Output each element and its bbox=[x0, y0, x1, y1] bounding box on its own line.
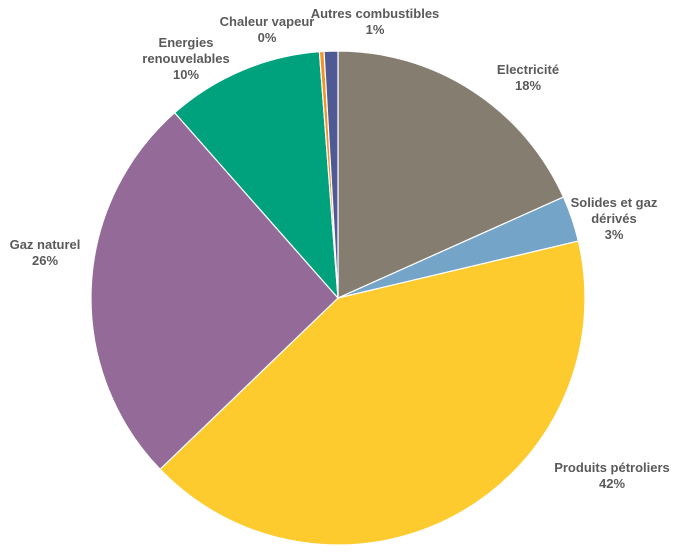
pie-label-percent: 10% bbox=[173, 67, 199, 82]
pie-label-name: Gaz naturel bbox=[10, 237, 81, 252]
pie-slice-energies-renouvelables bbox=[173, 51, 339, 300]
pie-slice-electricite bbox=[337, 50, 565, 299]
pie-label-percent: 26% bbox=[32, 253, 58, 268]
pie-slice-produits-petroliers bbox=[159, 240, 586, 546]
pie-label-solides-et-gaz-derives: Solides et gaz dérivés 3% bbox=[571, 195, 658, 242]
pie-slices bbox=[90, 50, 586, 546]
pie-label-energies-renouvelables: Energies renouvelables 10% bbox=[142, 35, 229, 82]
pie-label-percent: 42% bbox=[599, 476, 625, 491]
pie-label-name: renouvelables bbox=[142, 51, 229, 66]
pie-label-name: Chaleur vapeur bbox=[220, 14, 315, 29]
pie-label-produits-petroliers: Produits pétroliers 42% bbox=[554, 460, 670, 491]
pie-label-name: Electricité bbox=[497, 62, 559, 77]
pie-label-name: Solides et gaz bbox=[571, 195, 658, 210]
pie-label-percent: 18% bbox=[515, 78, 541, 93]
pie-label-percent: 0% bbox=[258, 30, 277, 45]
pie-label-electricite: Electricité 18% bbox=[497, 62, 559, 93]
pie-label-percent: 3% bbox=[605, 227, 624, 242]
pie-slice-autres-combustibles bbox=[323, 50, 339, 299]
pie-label-name: Energies bbox=[159, 35, 214, 50]
pie-label-percent: 1% bbox=[366, 22, 385, 37]
pie-slice-gaz-naturel bbox=[90, 111, 339, 471]
pie-label-name: Produits pétroliers bbox=[554, 460, 670, 475]
pie-label-autres-combustibles: Autres combustibles 1% bbox=[311, 6, 440, 37]
pie-label-name: Autres combustibles bbox=[311, 6, 440, 21]
pie-label-gaz-naturel: Gaz naturel 26% bbox=[10, 237, 81, 268]
pie-labels: Electricité 18% Solides et gaz dérivés 3% Pro… bbox=[10, 6, 670, 491]
pie-label-name: dérivés bbox=[591, 211, 637, 226]
pie-label-chaleur-vapeur: Chaleur vapeur 0% bbox=[220, 14, 315, 45]
